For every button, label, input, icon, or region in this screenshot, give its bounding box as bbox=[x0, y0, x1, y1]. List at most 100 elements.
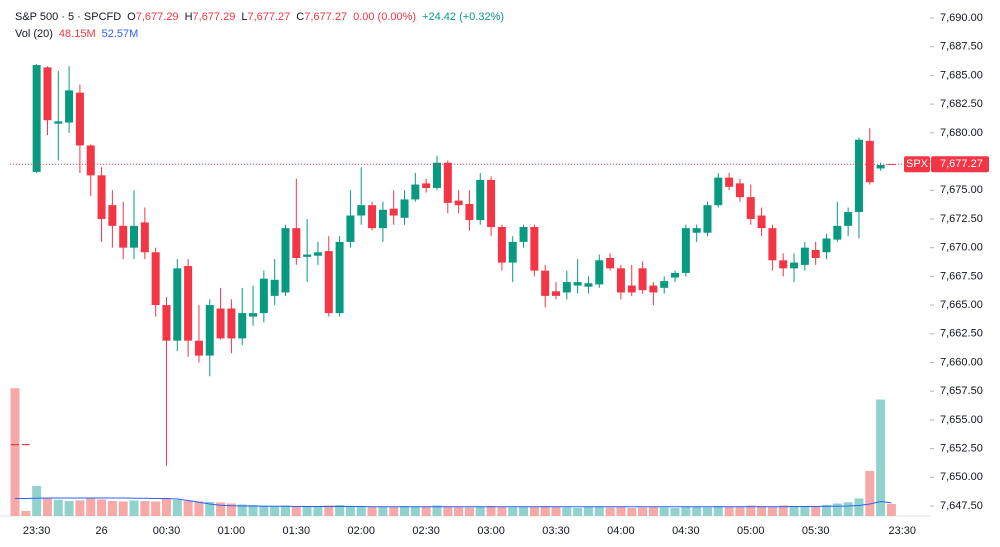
candle-body bbox=[303, 254, 312, 257]
y-tick-label: 7,647.50 bbox=[940, 500, 983, 512]
candle-body bbox=[671, 272, 680, 278]
volume-bar bbox=[778, 505, 788, 516]
candle-body bbox=[703, 205, 712, 233]
candle-body bbox=[638, 268, 647, 291]
volume-bar bbox=[42, 498, 52, 516]
candle-body bbox=[562, 282, 571, 293]
candle-body bbox=[725, 177, 734, 187]
y-tick-label: 7,667.50 bbox=[940, 270, 983, 282]
candle-body bbox=[378, 209, 387, 229]
volume-bar bbox=[161, 498, 171, 516]
candle-body bbox=[227, 308, 236, 339]
candle-body bbox=[43, 67, 52, 121]
candle-body bbox=[811, 249, 820, 258]
y-tick-label: 7,665.00 bbox=[940, 299, 983, 311]
volume-bar bbox=[475, 506, 485, 516]
volume-bar bbox=[702, 507, 712, 516]
x-tick-label: 03:00 bbox=[477, 525, 505, 537]
legend-line: S&P 500 · 5 · SPCFD O7,677.29 H7,677.29 L7,… bbox=[15, 11, 504, 23]
volume-bar bbox=[886, 503, 896, 516]
volume-bar bbox=[843, 502, 853, 516]
candle-body bbox=[465, 204, 474, 221]
volume-bar bbox=[118, 501, 128, 516]
volume-bar bbox=[713, 505, 723, 516]
candle-body bbox=[454, 200, 463, 206]
candle-body bbox=[476, 179, 485, 221]
candle-body bbox=[422, 183, 431, 188]
candle-body bbox=[400, 199, 409, 218]
legend-item: 48.15M bbox=[59, 28, 96, 40]
volume-bar bbox=[627, 507, 637, 516]
volume-bar bbox=[594, 506, 604, 516]
candle-body bbox=[746, 197, 755, 219]
volume-bar bbox=[183, 500, 193, 516]
volume-bar bbox=[670, 507, 680, 516]
candle-body bbox=[768, 228, 777, 261]
volume-bar bbox=[10, 388, 20, 516]
volume-bar bbox=[97, 499, 107, 516]
x-tick-label: 00:30 bbox=[153, 525, 181, 537]
y-tick-label: 7,690.00 bbox=[940, 12, 983, 24]
candle-body bbox=[432, 162, 441, 188]
volume-bar bbox=[638, 507, 648, 516]
candle-body bbox=[54, 121, 63, 124]
volume-bar bbox=[767, 506, 777, 516]
candle-body bbox=[75, 92, 84, 146]
volume-bar bbox=[216, 502, 226, 516]
y-tick-label: 7,652.50 bbox=[940, 443, 983, 455]
volume-bar bbox=[335, 504, 345, 516]
volume-bar bbox=[551, 506, 561, 516]
volume-bar bbox=[746, 505, 756, 516]
candle-body bbox=[865, 140, 874, 183]
y-tick-label: 7,685.00 bbox=[940, 69, 983, 81]
volume-bar bbox=[497, 506, 507, 516]
x-tick-label: 05:30 bbox=[802, 525, 830, 537]
volume-bar bbox=[421, 506, 431, 516]
candle-body bbox=[249, 313, 258, 317]
candle-body bbox=[108, 205, 117, 226]
candle-body bbox=[844, 212, 853, 226]
volume-bar bbox=[876, 399, 886, 516]
volume-bar bbox=[400, 505, 410, 516]
volume-bar bbox=[605, 507, 615, 516]
y-tick-label: 7,675.00 bbox=[940, 184, 983, 196]
x-tick-label: 23:30 bbox=[888, 525, 916, 537]
legend-item: 7,677.29 bbox=[193, 11, 236, 23]
symbol-tag-label: SPX bbox=[906, 158, 929, 170]
price-tag-label: 7,677.27 bbox=[940, 158, 983, 170]
y-tick-label: 7,670.00 bbox=[940, 242, 983, 254]
candle-body bbox=[11, 444, 19, 446]
candle-body bbox=[357, 205, 366, 216]
volume-bar bbox=[854, 498, 864, 516]
volume-bar bbox=[519, 506, 529, 516]
volume-bar bbox=[811, 506, 821, 516]
candle-body bbox=[595, 260, 604, 285]
symbol-tag bbox=[904, 156, 930, 173]
volume-bar bbox=[194, 501, 204, 516]
candle-body bbox=[692, 228, 701, 233]
volume-bar bbox=[259, 505, 269, 516]
volume-bar bbox=[789, 505, 799, 516]
x-tick-label: 02:30 bbox=[412, 525, 440, 537]
candle-body bbox=[259, 278, 268, 314]
volume-bar bbox=[562, 507, 572, 516]
candle-body bbox=[346, 215, 355, 242]
candle-body bbox=[65, 90, 74, 123]
volume-bar bbox=[237, 504, 247, 516]
legend-item: 7,677.29 bbox=[136, 11, 179, 23]
volume-bar bbox=[281, 505, 290, 516]
volume-bar bbox=[53, 499, 63, 516]
x-tick-label: 23:30 bbox=[23, 525, 51, 537]
volume-bar bbox=[389, 506, 399, 516]
candle-body bbox=[822, 238, 831, 253]
candle-body bbox=[519, 226, 528, 242]
candle-body bbox=[681, 228, 690, 273]
candle-body bbox=[649, 285, 658, 293]
volume-bar bbox=[291, 505, 301, 516]
y-tick-label: 7,687.50 bbox=[940, 41, 983, 53]
candle-body bbox=[606, 258, 615, 269]
candle-body bbox=[714, 177, 723, 206]
candle-body bbox=[292, 228, 301, 258]
candle-body bbox=[313, 252, 322, 256]
